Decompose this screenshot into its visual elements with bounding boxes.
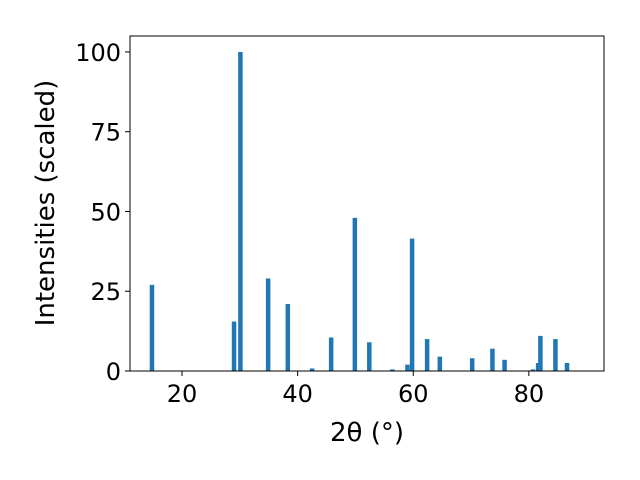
bar-0 — [149, 284, 155, 371]
bar-10 — [405, 364, 410, 371]
y-ticks: 0 25 50 75 100 — [75, 39, 130, 386]
bar-20 — [553, 339, 558, 371]
bars-group — [149, 51, 570, 371]
bar-1 — [231, 321, 237, 371]
bar-7 — [352, 217, 358, 371]
x-axis-label: 2θ (°) — [330, 418, 404, 448]
bar-4 — [285, 304, 291, 371]
bar-15 — [490, 348, 495, 371]
x-ticks: 20 40 60 80 — [167, 371, 544, 408]
y-tick-label: 25 — [90, 278, 121, 306]
x-tick-label: 60 — [398, 380, 429, 408]
axes-frame — [129, 35, 605, 372]
bar-13 — [437, 356, 443, 371]
y-tick-label: 0 — [106, 358, 121, 386]
bar-6 — [328, 337, 334, 371]
y-tick-label: 100 — [75, 39, 121, 67]
bar-14 — [469, 358, 475, 371]
x-tick-label: 20 — [167, 380, 198, 408]
bar-12 — [424, 339, 430, 371]
bar-19 — [538, 335, 543, 371]
bar-5 — [309, 368, 315, 371]
bar-18 — [535, 363, 541, 371]
y-tick-label: 75 — [90, 119, 121, 147]
bar-16 — [502, 359, 507, 371]
bar-11 — [409, 238, 415, 371]
y-axis-label: Intensities (scaled) — [31, 80, 61, 327]
y-tick-label: 50 — [90, 198, 121, 226]
bar-21 — [564, 363, 570, 371]
bar-8 — [367, 342, 372, 371]
bar-3 — [265, 278, 271, 371]
bar-17 — [530, 369, 536, 371]
bar-2 — [238, 51, 243, 371]
x-tick-label: 40 — [282, 380, 313, 408]
x-tick-label: 80 — [514, 380, 545, 408]
bar-9 — [390, 369, 395, 371]
